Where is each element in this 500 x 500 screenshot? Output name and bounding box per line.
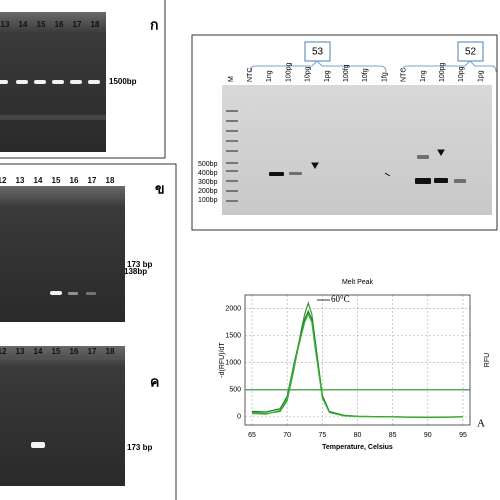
- band-label: 173 bp: [127, 443, 152, 452]
- lane-label: M: [228, 76, 235, 82]
- band-label: 138bp: [124, 267, 147, 276]
- band-label: 1500bp: [109, 77, 137, 86]
- lane-label: 16: [55, 20, 64, 29]
- ladder-bands: [226, 110, 238, 202]
- panel-label: A: [477, 418, 485, 430]
- plot-frame: [244, 294, 471, 426]
- lane-label: 15: [37, 20, 46, 29]
- y-tick-label: 500: [229, 387, 241, 394]
- lane-label: 1ng: [420, 70, 427, 82]
- lane-label: 18: [106, 176, 115, 185]
- ladder-label: 200bp: [198, 188, 218, 195]
- bracket: [249, 60, 497, 73]
- lane-label: NTC: [401, 68, 408, 82]
- lane-label: 100pg: [439, 62, 446, 82]
- group-label: 52: [465, 47, 477, 58]
- ladder-label: 300bp: [198, 179, 218, 186]
- lane-label: 12: [0, 347, 7, 356]
- lane-label: 13: [16, 347, 25, 356]
- bands-dark: [269, 149, 466, 184]
- lane-label: 100pg: [285, 62, 292, 82]
- lane-label: 17: [88, 347, 97, 356]
- lane-label: 1pg: [477, 70, 484, 82]
- panel-frame: [0, 163, 177, 500]
- lane-label: 100fg: [343, 64, 350, 82]
- lane-label: 14: [34, 347, 43, 356]
- lane-label: 1fg: [381, 72, 388, 82]
- lane-label: 1ng: [266, 70, 273, 82]
- lane-label: 14: [19, 20, 28, 29]
- lane-label: NTC: [247, 68, 254, 82]
- lane-label: 14: [34, 176, 43, 185]
- panel-letter: ข: [155, 181, 165, 197]
- panel-frame: [0, 0, 166, 159]
- panel-letter: ค: [150, 374, 159, 390]
- lane-label: 15: [52, 176, 61, 185]
- x-tick-label: 70: [283, 432, 291, 439]
- x-tick-label: 90: [424, 432, 432, 439]
- lane-label: 16: [70, 176, 79, 185]
- y-tick-label: 1500: [225, 332, 241, 339]
- melt-curve: [252, 312, 463, 418]
- ladder-label: 500bp: [198, 161, 218, 168]
- y-tick-label: 1000: [225, 360, 241, 367]
- band-label: 173 bp: [127, 260, 152, 269]
- lane-label: 15: [52, 347, 61, 356]
- group-label: 53: [312, 47, 324, 58]
- gel-image: [222, 85, 492, 215]
- gel-image: [0, 186, 125, 322]
- chart-title: Melt Peak: [342, 279, 374, 286]
- lane-label: 13: [16, 176, 25, 185]
- x-axis-label: Temperature, Celsius: [322, 444, 393, 451]
- bands: [0, 80, 100, 448]
- annotation: 60°C: [331, 294, 350, 304]
- lane-label: 17: [73, 20, 82, 29]
- y-tick-label: 2000: [225, 305, 241, 312]
- lane-label: 16: [70, 347, 79, 356]
- panel-frame: [191, 34, 498, 231]
- ladder-label: 400bp: [198, 170, 218, 177]
- x-tick-label: 75: [318, 432, 326, 439]
- ladder-label: 100bp: [198, 197, 218, 204]
- x-tick-label: 80: [354, 432, 362, 439]
- lane-label: 1pg: [324, 70, 331, 82]
- lane-label: 10pg: [305, 66, 312, 82]
- lane-label: 10fg: [362, 68, 369, 82]
- y-axis-label: -d(RFU)/dT: [219, 342, 226, 378]
- gel-image: [0, 346, 125, 486]
- x-tick-label: 85: [389, 432, 397, 439]
- right-axis-label: RFU: [484, 353, 491, 367]
- lane-label: 10pg: [458, 66, 465, 82]
- lane-label: 18: [91, 20, 100, 29]
- panel-letter: ก: [150, 17, 158, 33]
- x-tick-label: 65: [248, 432, 256, 439]
- lane-label: 13: [1, 20, 10, 29]
- y-tick-label: 0: [237, 414, 241, 421]
- lane-label: 18: [106, 347, 115, 356]
- bands-faint: [0, 115, 125, 360]
- x-tick-label: 95: [459, 432, 467, 439]
- lane-label: 17: [88, 176, 97, 185]
- lane-label: 12: [0, 176, 7, 185]
